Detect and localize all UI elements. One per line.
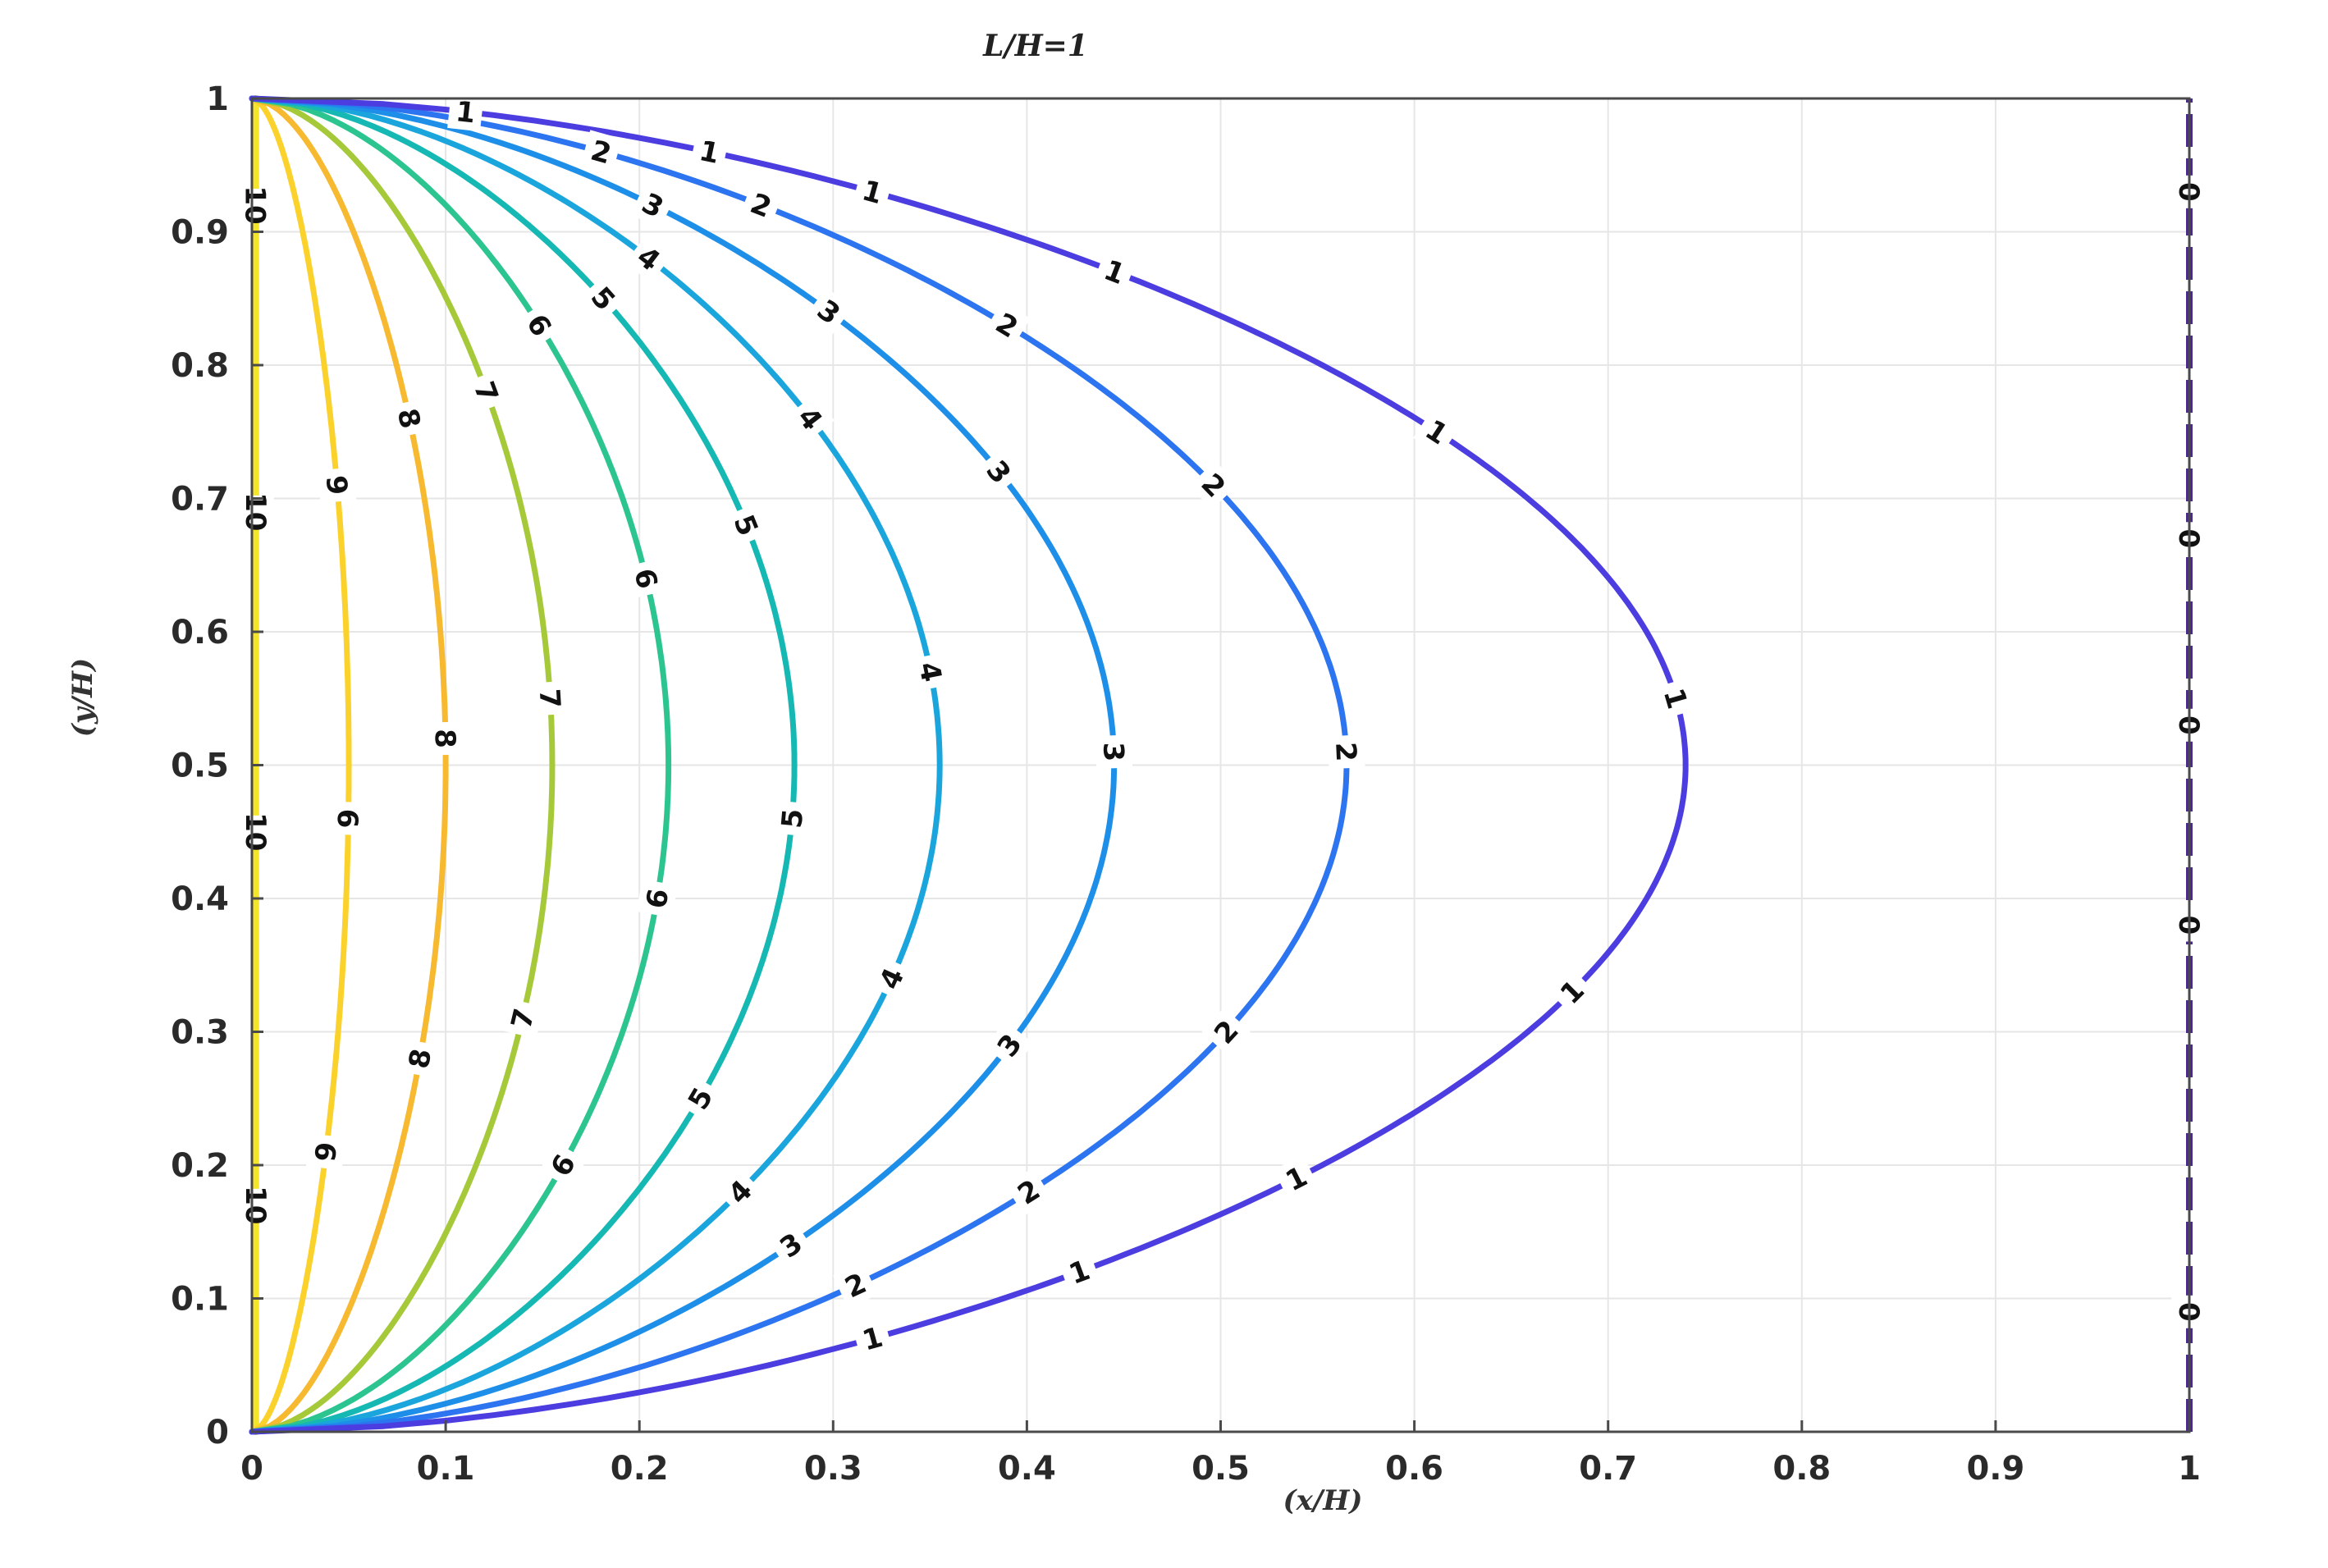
x-tick-label: 1	[2178, 1450, 2201, 1488]
contour-label-gap	[1273, 1154, 1320, 1202]
x-tick-label: 0.9	[1966, 1450, 2024, 1488]
contour-label-gap	[983, 301, 1031, 350]
contour-label-gap	[531, 680, 569, 716]
y-tick-label: 0.6	[171, 614, 229, 651]
contour-line-4	[249, 95, 943, 1435]
contour-label-gap	[624, 234, 674, 283]
contour-labels: 1010101099988877766665555444443333332222…	[237, 92, 2208, 1360]
y-tick-label: 0.2	[171, 1147, 229, 1185]
contour-label-gap	[1095, 734, 1133, 770]
contour-label-gap	[636, 879, 678, 918]
contour-label-gap	[1327, 734, 1365, 770]
contour-label: 9	[309, 1141, 345, 1163]
x-tick-label: 0	[240, 1450, 263, 1488]
contour-label-gap	[715, 1167, 765, 1217]
contour-line-7	[249, 95, 556, 1435]
contour-label: 10	[239, 185, 272, 224]
contour-label-gap	[237, 189, 274, 222]
contour-label-gap	[804, 287, 853, 336]
contour-label-gap	[1653, 677, 1698, 720]
contour-label-gap	[579, 274, 628, 323]
contour-label-gap	[852, 170, 894, 214]
x-tick-label: 0.3	[804, 1450, 862, 1488]
y-tick-label: 0.8	[171, 347, 229, 385]
x-tick-label: 0.4	[998, 1450, 1056, 1488]
contour-label-gap	[1004, 1168, 1053, 1216]
contour-label-gap	[501, 998, 544, 1039]
x-tick-labels: 0 0.1 0.2 0.3 0.4 0.5 0.6 0.7 0.8 0.9 1	[240, 1450, 2201, 1488]
contour-label-gap	[852, 1316, 894, 1360]
x-tick-label: 0.7	[1579, 1450, 1637, 1488]
y-tick-label: 1	[206, 80, 229, 118]
contour-label-gap	[1201, 1007, 1251, 1057]
contour-label-gap	[237, 495, 274, 528]
contour-label-gap	[723, 503, 770, 547]
contour-label: 9	[332, 808, 365, 828]
contour-label-gap	[767, 1221, 815, 1269]
contour-label-gap	[318, 467, 357, 504]
contour-label-gap	[1548, 967, 1597, 1017]
y-tick-label: 0	[206, 1414, 229, 1451]
contour-label-gap	[974, 447, 1023, 496]
chart-title: L/H=1	[982, 29, 1088, 63]
contour-label-gap	[676, 1075, 725, 1122]
x-tick-label: 0.6	[1385, 1450, 1443, 1488]
contour-label: 1	[454, 95, 477, 130]
contour-label-gap	[833, 1261, 878, 1309]
x-axis-label: (x/H)	[1283, 1484, 1363, 1517]
x-tick-label: 0.5	[1191, 1450, 1250, 1488]
contour-label-gap	[689, 130, 730, 173]
contour-label-gap	[539, 1141, 587, 1189]
y-tick-label: 0.5	[171, 747, 229, 785]
contour-label-gap	[1057, 1249, 1101, 1295]
contour-line-8	[249, 95, 449, 1435]
contour-label-gap	[739, 182, 784, 228]
y-tick-labels: 0 0.1 0.2 0.3 0.4 0.5 0.6 0.7 0.8 0.9 1	[171, 80, 229, 1451]
contour-line-9	[249, 95, 352, 1435]
axes-frame	[250, 97, 2191, 1433]
y-tick-label: 0.1	[171, 1281, 229, 1319]
contour-label-gap	[580, 130, 622, 174]
contour-label-gap	[630, 181, 676, 229]
contour-label-gap	[464, 370, 510, 414]
contour-label-gap	[1092, 249, 1137, 295]
y-tick-label: 0.7	[171, 481, 229, 519]
contour-label-gap	[305, 1133, 346, 1171]
contour-label: 5	[775, 807, 810, 830]
contour-line-5	[249, 95, 798, 1435]
y-tick-label: 0.4	[171, 880, 229, 918]
contour-label-gap	[237, 815, 274, 848]
contour-label-gap	[785, 394, 835, 443]
x-tick-label: 0.8	[1772, 1450, 1831, 1488]
x-tick-label: 0.1	[417, 1450, 475, 1488]
contour-label: 3	[1096, 742, 1130, 762]
x-tick-label: 0.2	[611, 1450, 669, 1488]
contour-label: 7	[533, 688, 566, 709]
contour-label-gap	[624, 558, 668, 599]
contour-label-gap	[1413, 407, 1461, 456]
contour-label-gap	[237, 1188, 274, 1222]
y-tick-label: 0.3	[171, 1014, 229, 1052]
y-tick-label: 0.9	[171, 214, 229, 252]
contour-label: 9	[319, 474, 354, 496]
contour-label: 8	[428, 729, 461, 748]
contour-line-1	[249, 95, 1689, 1435]
contour-label-gap	[909, 651, 952, 692]
contour-label: 10	[239, 812, 272, 851]
contour-label-gap	[868, 956, 915, 1001]
contour-label-gap	[515, 301, 564, 349]
contour-label-gap	[772, 800, 812, 837]
contour-label: 2	[1329, 742, 1362, 762]
contour-label-gap	[399, 1039, 441, 1078]
contour-label: 10	[239, 1186, 272, 1224]
contour-label-gap	[387, 398, 431, 439]
contour-label-gap	[447, 92, 484, 132]
contour-label-gap	[330, 802, 367, 835]
y-axis-label: (y/H)	[66, 658, 99, 737]
contour-label-gap	[985, 1021, 1034, 1070]
contour-label-gap	[427, 721, 464, 756]
contour-label-gap	[1189, 460, 1238, 510]
